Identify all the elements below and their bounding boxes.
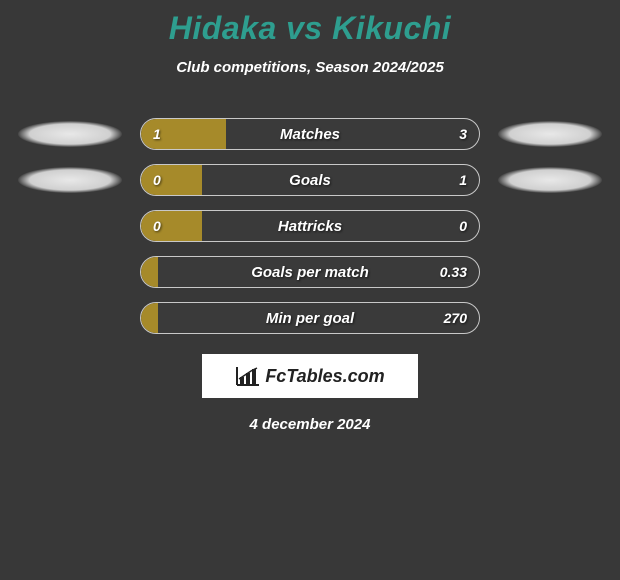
stat-bar-fill [141, 165, 202, 195]
stat-right-value: 270 [444, 303, 467, 333]
stat-bar: Min per goal270 [140, 302, 480, 334]
player-shadow-left [18, 167, 122, 193]
stat-bar: Goals per match0.33 [140, 256, 480, 288]
stat-bar-fill [141, 211, 202, 241]
stat-row: 0Hattricks0 [0, 210, 620, 242]
stat-right-value: 0 [459, 211, 467, 241]
stat-row: Min per goal270 [0, 302, 620, 334]
comparison-infographic: Hidaka vs Kikuchi Club competitions, Sea… [0, 0, 620, 433]
date-label: 4 december 2024 [0, 416, 620, 433]
player-shadow-right [498, 121, 602, 147]
stat-bar-fill [141, 119, 226, 149]
stat-bar-fill [141, 303, 158, 333]
stat-right-value: 3 [459, 119, 467, 149]
stat-row: 1Matches3 [0, 118, 620, 150]
bar-chart-icon [235, 365, 261, 387]
stat-bar: 1Matches3 [140, 118, 480, 150]
subtitle: Club competitions, Season 2024/2025 [0, 59, 620, 76]
logo-box: FcTables.com [202, 354, 418, 398]
player-shadow-left [18, 121, 122, 147]
stat-bar-fill [141, 257, 158, 287]
logo-text: FcTables.com [265, 366, 384, 387]
stat-row: 0Goals1 [0, 164, 620, 196]
stat-right-value: 0.33 [440, 257, 467, 287]
stat-label: Min per goal [141, 303, 479, 333]
stat-bar: 0Goals1 [140, 164, 480, 196]
stat-row: Goals per match0.33 [0, 256, 620, 288]
stat-rows: 1Matches3 0Goals1 0Hattricks0 Goals per mat… [0, 118, 620, 334]
stat-bar: 0Hattricks0 [140, 210, 480, 242]
player-shadow-right [498, 167, 602, 193]
stat-label: Goals per match [141, 257, 479, 287]
page-title: Hidaka vs Kikuchi [0, 10, 620, 47]
stat-right-value: 1 [459, 165, 467, 195]
